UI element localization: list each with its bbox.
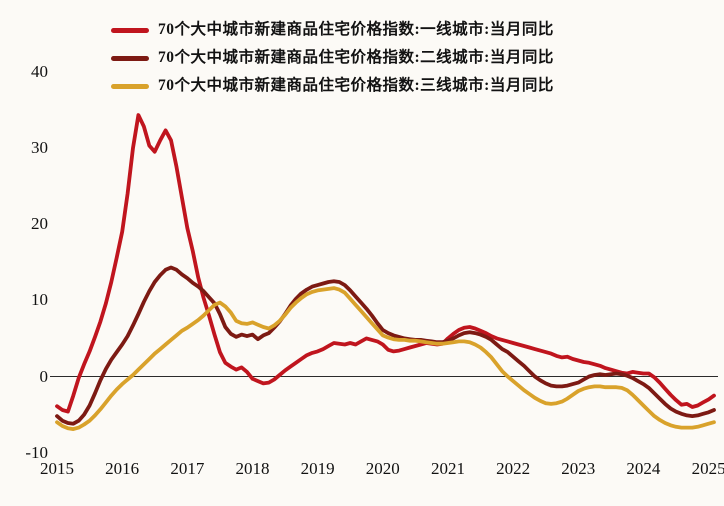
legend-swatch-first-tier: [111, 27, 149, 33]
y-axis-tick-30: 30: [31, 137, 48, 157]
x-axis-tick-2021: 2021: [430, 459, 465, 478]
x-axis-tick-2024: 2024: [626, 459, 661, 478]
x-axis-tick-2019: 2019: [300, 459, 335, 478]
legend-swatch-second-tier: [111, 55, 149, 61]
x-axis-tick-2023: 2023: [561, 459, 596, 478]
legend-label-second-tier: 70个大中城市新建商品住宅价格指数:二线城市:当月同比: [158, 49, 554, 67]
x-axis-tick-2022: 2022: [496, 459, 531, 478]
x-axis-tick-2017: 2017: [170, 459, 205, 478]
legend-item-first-tier: 70个大中城市新建商品住宅价格指数:一线城市:当月同比: [111, 16, 554, 44]
x-axis-tick-2020: 2020: [365, 459, 400, 478]
y-axis-tick-neg10: -10: [25, 442, 48, 462]
legend-label-third-tier: 70个大中城市新建商品住宅价格指数:三线城市:当月同比: [158, 77, 554, 95]
x-axis-tick-2015: 2015: [40, 459, 74, 478]
x-axis-tick-2025: 2025: [691, 459, 724, 478]
legend-label-first-tier: 70个大中城市新建商品住宅价格指数:一线城市:当月同比: [158, 21, 554, 39]
y-axis-tick-20: 20: [31, 214, 48, 234]
y-axis-tick-10: 10: [31, 290, 48, 310]
series-line-second-tier: [55, 265, 716, 426]
x-axis-tick-2016: 2016: [105, 459, 140, 478]
y-axis-tick-0: 0: [39, 366, 49, 386]
legend-item-third-tier: 70个大中城市新建商品住宅价格指数:三线城市:当月同比: [111, 72, 554, 100]
series-line-third-tier: [55, 286, 716, 432]
legend-swatch-third-tier: [111, 83, 149, 89]
legend-item-second-tier: 70个大中城市新建商品住宅价格指数:二线城市:当月同比: [111, 44, 554, 72]
legend: 70个大中城市新建商品住宅价格指数:一线城市:当月同比 70个大中城市新建商品住…: [111, 16, 554, 100]
x-axis-tick-2018: 2018: [235, 459, 270, 478]
y-axis-tick-40: 40: [31, 61, 48, 81]
series-line-first-tier: [55, 113, 716, 414]
